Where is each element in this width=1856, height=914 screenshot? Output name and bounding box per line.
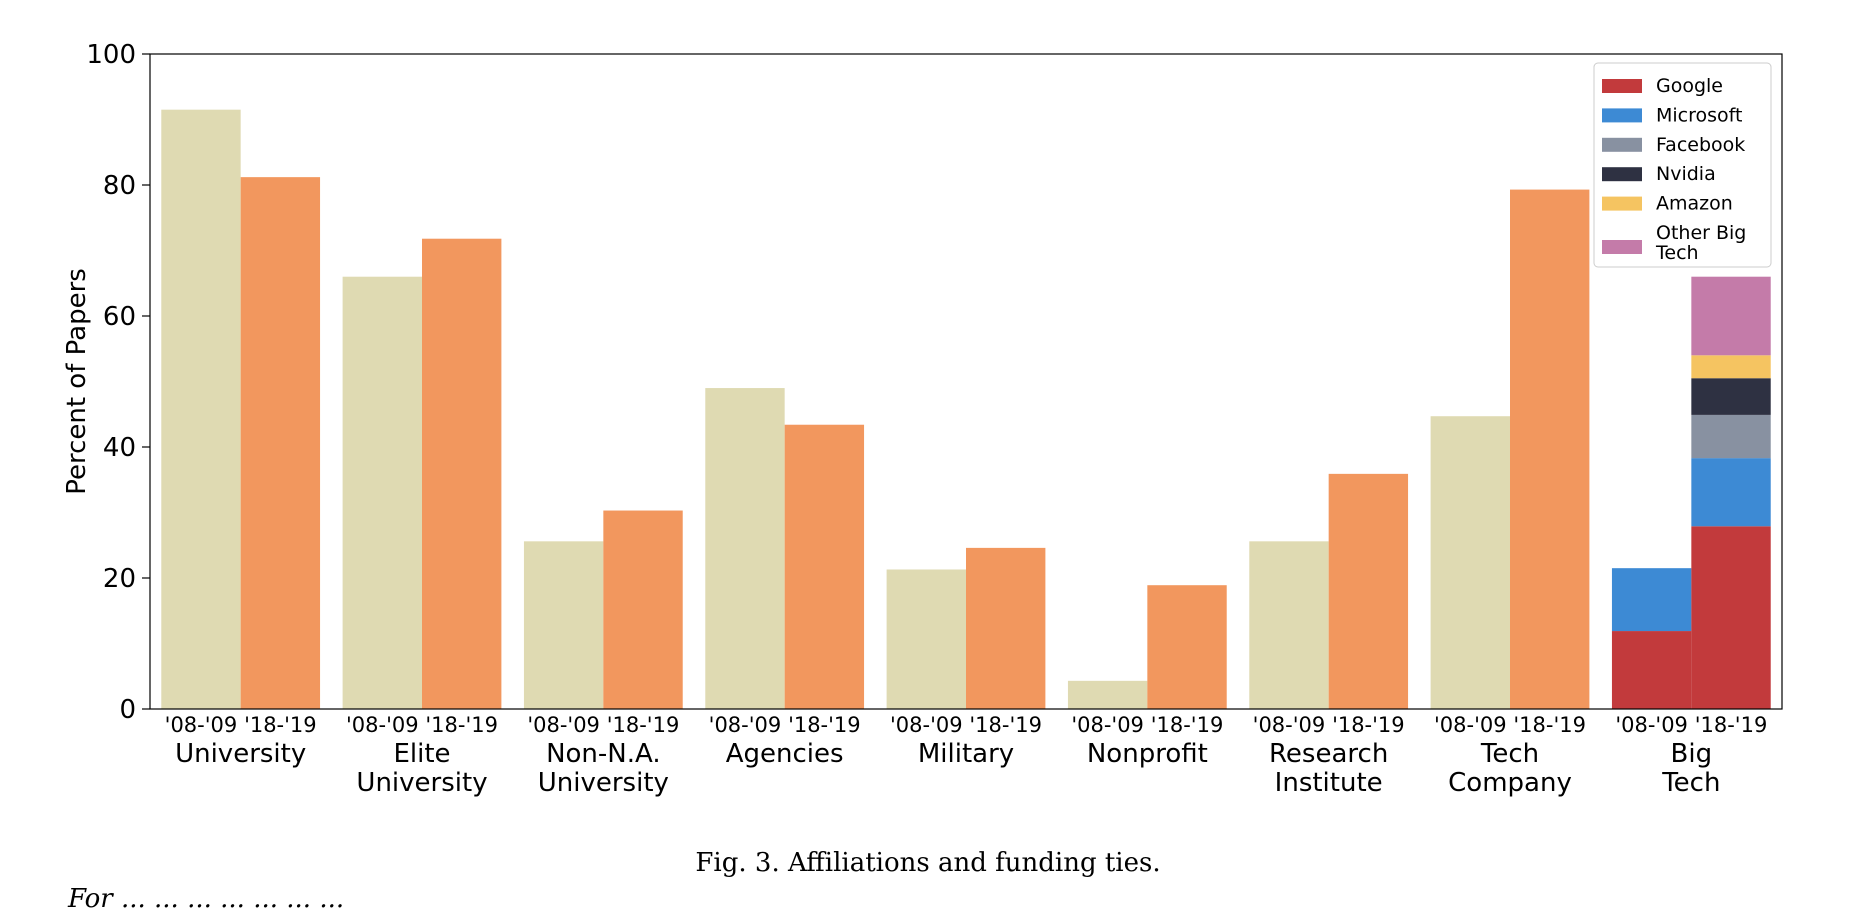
affiliations-chart: '08-'09'18-'19University'08-'09'18-'19El… (62, 40, 1783, 798)
period-label-elite-university-p1: '18-'19 (425, 713, 498, 737)
bar-research-institute-p0 (1249, 541, 1329, 709)
legend-swatch-other-big-tech (1602, 240, 1642, 254)
category-label-tech-company-line1: Company (1448, 768, 1572, 798)
period-label-tech-company-p1: '18-'19 (1513, 713, 1586, 737)
category-label-big-tech-line0: Big (1671, 739, 1713, 769)
category-label-elite-university-line0: Elite (393, 739, 450, 769)
cutoff-caption-text: For ... ... ... ... ... ... ... (68, 884, 345, 914)
legend-swatch-microsoft (1602, 108, 1642, 123)
legend-label-other-big-tech-line0: Other Big (1656, 222, 1746, 244)
bar-non-n-a-university-p1 (603, 510, 683, 709)
bar-big-tech-facebook-p1 (1691, 414, 1771, 459)
period-label-non-n-a-university-p0: '08-'09 (527, 713, 600, 737)
category-label-big-tech-line1: Tech (1661, 768, 1720, 798)
legend-label-other-big-tech-line1: Tech (1655, 242, 1699, 264)
legend-swatch-facebook (1602, 137, 1642, 152)
bar-military-p0 (886, 569, 966, 709)
bar-big-tech-microsoft-p1 (1691, 458, 1771, 527)
bar-tech-company-p0 (1430, 416, 1510, 709)
period-label-research-institute-p1: '18-'19 (1332, 713, 1405, 737)
category-label-nonprofit: Nonprofit (1087, 739, 1208, 769)
legend-swatch-nvidia (1602, 167, 1642, 182)
legend-label-facebook: Facebook (1656, 134, 1745, 156)
period-label-big-tech-p1: '18-'19 (1695, 713, 1768, 737)
bar-nonprofit-p0 (1067, 680, 1148, 709)
category-label-non-n-a-university-line0: Non-N.A. (546, 739, 661, 769)
ytick-label-60: 60 (103, 302, 136, 332)
category-label-agencies: Agencies (726, 739, 844, 769)
category-label-research-institute-line0: Research (1269, 739, 1388, 769)
category-label-tech-company-line0: Tech (1480, 739, 1539, 769)
bar-big-tech-nvidia-p1 (1691, 378, 1771, 415)
bar-university-p0 (161, 109, 241, 710)
ytick-label-100: 100 (86, 40, 136, 70)
figure-caption: Fig. 3. Affiliations and funding ties. (695, 848, 1161, 878)
ytick-label-0: 0 (119, 695, 136, 725)
bar-university-p1 (240, 177, 321, 709)
ytick-label-40: 40 (103, 433, 136, 463)
legend-swatch-google (1602, 79, 1642, 93)
bars-group (161, 109, 1771, 710)
period-label-nonprofit-p0: '08-'09 (1071, 713, 1144, 737)
axes-group: '08-'09'18-'19University'08-'09'18-'19El… (62, 40, 1783, 798)
category-label-military: Military (918, 739, 1014, 769)
legend-label-microsoft: Microsoft (1656, 104, 1742, 126)
bar-big-tech-microsoft-p0 (1611, 568, 1692, 632)
bar-non-n-a-university-p0 (523, 541, 604, 709)
bar-research-institute-p1 (1328, 473, 1409, 709)
y-axis-title: Percent of Papers (62, 268, 92, 495)
bar-agencies-p1 (784, 424, 865, 709)
period-label-military-p0: '08-'09 (890, 713, 963, 737)
bar-elite-university-p0 (342, 276, 422, 709)
legend-label-nvidia: Nvidia (1656, 163, 1716, 185)
category-label-research-institute-line1: Institute (1275, 768, 1383, 798)
period-label-non-n-a-university-p1: '18-'19 (607, 713, 680, 737)
period-label-research-institute-p0: '08-'09 (1253, 713, 1326, 737)
period-label-tech-company-p0: '08-'09 (1434, 713, 1507, 737)
period-label-elite-university-p0: '08-'09 (346, 713, 419, 737)
period-label-agencies-p1: '18-'19 (788, 713, 861, 737)
bar-big-tech-amazon-p1 (1691, 355, 1771, 379)
bar-agencies-p0 (705, 388, 785, 709)
ytick-label-80: 80 (103, 171, 136, 201)
period-label-university-p1: '18-'19 (244, 713, 317, 737)
category-label-elite-university-line1: University (356, 768, 487, 798)
bar-elite-university-p1 (422, 238, 502, 709)
period-label-military-p1: '18-'19 (969, 713, 1042, 737)
period-label-university-p0: '08-'09 (165, 713, 238, 737)
bar-big-tech-google-p1 (1691, 526, 1771, 709)
category-label-university: University (175, 739, 306, 769)
plot-frame (149, 53, 1783, 710)
period-label-agencies-p0: '08-'09 (709, 713, 782, 737)
bar-nonprofit-p1 (1147, 585, 1227, 709)
category-label-non-n-a-university-line1: University (538, 768, 669, 798)
legend-swatch-amazon (1602, 196, 1642, 211)
bar-military-p1 (966, 547, 1046, 709)
bar-big-tech-other-big-tech-p1 (1691, 276, 1771, 356)
bar-big-tech-google-p0 (1611, 631, 1692, 709)
period-label-big-tech-p0: '08-'09 (1615, 713, 1688, 737)
bar-tech-company-p1 (1510, 189, 1590, 709)
ytick-label-20: 20 (103, 564, 136, 594)
legend-label-amazon: Amazon (1656, 193, 1733, 215)
legend-label-google: Google (1656, 75, 1723, 97)
period-label-nonprofit-p1: '18-'19 (1151, 713, 1224, 737)
legend: Google Microsoft Facebook Nvidia Amazon Other… (1593, 62, 1772, 268)
